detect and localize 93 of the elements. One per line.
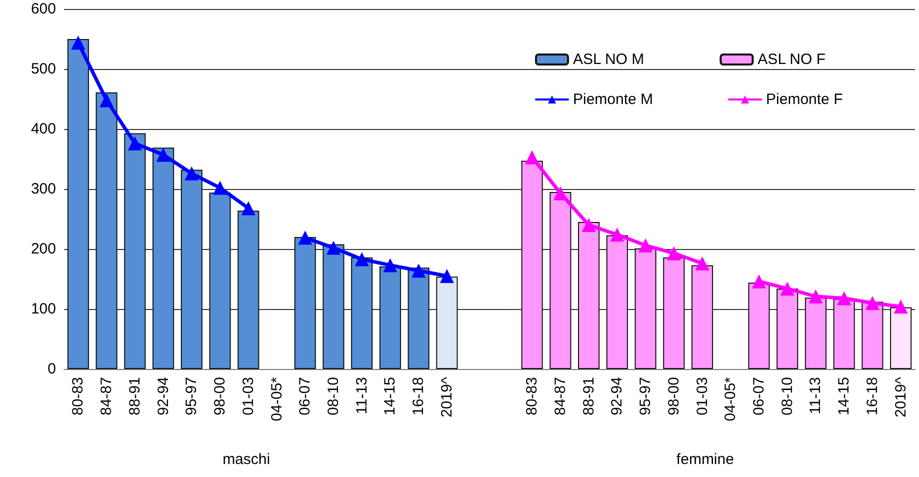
point (894, 300, 908, 314)
x-tick-label: 84-87 (552, 377, 569, 416)
x-tick-label: 80-83 (70, 377, 87, 416)
x-tick-label: 92-94 (608, 377, 626, 416)
bar (606, 235, 628, 369)
legend-label: ASL NO F (758, 51, 826, 68)
point (695, 256, 710, 270)
bar (294, 237, 316, 369)
bar (238, 210, 260, 369)
x-tick-label: 11-13 (807, 377, 824, 414)
x-tick-label: 92-94 (154, 377, 172, 416)
y-tick-label: 300 (30, 180, 56, 198)
point (383, 258, 398, 272)
bar (408, 268, 430, 369)
bar (634, 248, 656, 369)
x-tick-label: 01-03 (240, 377, 257, 416)
legend-label: Piemonte F (766, 91, 843, 108)
y-tick-label: 100 (30, 300, 56, 318)
x-tick-label: 98-00 (212, 377, 229, 416)
y-tick-label: 500 (30, 60, 56, 78)
point (184, 166, 199, 180)
bar (379, 266, 401, 369)
point (525, 150, 540, 164)
point (610, 228, 624, 242)
x-tick-label: 16-18 (864, 377, 881, 416)
point (752, 274, 766, 288)
bar (691, 265, 714, 369)
x-tick-label: 88-91 (126, 377, 144, 416)
y-tick-label: 600 (30, 0, 56, 18)
point (837, 291, 852, 306)
bar (663, 257, 685, 369)
x-tick-label: 06-07 (296, 377, 314, 416)
x-tick-label: 01-03 (694, 377, 711, 416)
x-tick-label: 06-07 (750, 377, 768, 416)
y-tick-label: 0 (48, 360, 56, 378)
y-tick-label: 200 (30, 240, 56, 258)
bar (833, 298, 855, 369)
point (582, 218, 596, 232)
x-tick-label: 95-97 (637, 377, 654, 416)
text: femmine (676, 451, 734, 468)
point (100, 93, 114, 108)
point (780, 282, 794, 296)
point (440, 269, 454, 283)
bar (776, 288, 798, 369)
x-tick-label: 98-00 (665, 377, 682, 416)
point (156, 148, 170, 162)
point (354, 252, 369, 266)
bar (436, 276, 458, 369)
x-tick-label: 08-10 (778, 377, 796, 416)
x-tick-label: 80-83 (524, 377, 541, 416)
bar (748, 282, 770, 369)
bar (550, 192, 572, 369)
x-tick-label: 14-15 (836, 377, 853, 416)
bar (351, 257, 373, 369)
bar (890, 307, 912, 369)
x-tick-label: 04-05* (268, 376, 286, 422)
bar (578, 222, 600, 369)
x-tick-label: 14-15 (382, 377, 399, 416)
bar (96, 92, 118, 369)
bar (804, 298, 826, 369)
point (808, 289, 823, 304)
point (553, 186, 568, 200)
x-tick-label: 2019^ (892, 377, 910, 418)
bar (322, 244, 344, 369)
bar (124, 133, 146, 369)
x-tick-label: 2019^ (438, 377, 456, 418)
point (213, 180, 228, 195)
point (128, 136, 142, 150)
point (412, 264, 426, 278)
point (326, 240, 340, 255)
bar (521, 160, 543, 369)
bar (862, 302, 884, 369)
point (241, 201, 256, 216)
x-tick-label: 04-05* (722, 376, 740, 422)
y-tick-label: 400 (30, 120, 56, 138)
legend-label: Piemonte M (573, 91, 654, 108)
x-tick-label: 11-13 (353, 377, 370, 414)
point (298, 230, 312, 245)
point (865, 296, 880, 310)
x-tick-label: 95-97 (183, 377, 200, 416)
x-tick-label: 88-91 (580, 377, 598, 416)
point (638, 238, 653, 252)
bar (209, 192, 231, 369)
bar (152, 148, 174, 369)
text: maschi (222, 451, 270, 468)
legend-label: ASL NO M (573, 51, 644, 68)
x-tick-label: 08-10 (324, 377, 342, 416)
bar (67, 39, 89, 369)
x-tick-label: 16-18 (410, 377, 428, 416)
x-tick-label: 84-87 (98, 377, 116, 416)
bar (180, 170, 202, 369)
point (666, 246, 681, 260)
point (71, 36, 86, 50)
